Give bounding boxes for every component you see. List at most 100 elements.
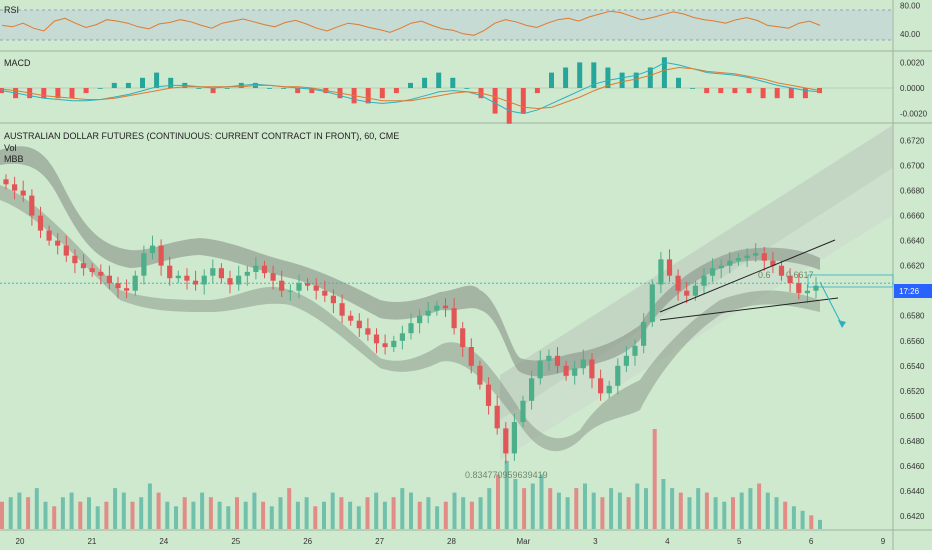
wedge-lower-trendline[interactable] bbox=[659, 297, 839, 321]
candle-body[interactable] bbox=[339, 303, 345, 316]
candle-body[interactable] bbox=[641, 322, 647, 346]
candle-body[interactable] bbox=[529, 378, 535, 401]
candle-body[interactable] bbox=[778, 265, 785, 276]
candle-body[interactable] bbox=[3, 179, 9, 185]
candle-body[interactable] bbox=[305, 283, 311, 286]
candle-body[interactable] bbox=[63, 245, 69, 256]
candle-body[interactable] bbox=[485, 384, 492, 406]
candle-body[interactable] bbox=[399, 333, 405, 341]
measure-box[interactable] bbox=[807, 274, 894, 288]
projection-arrow[interactable] bbox=[819, 281, 843, 326]
candle-body[interactable] bbox=[425, 310, 431, 316]
candle-body[interactable] bbox=[666, 259, 673, 276]
candle-body[interactable] bbox=[649, 284, 655, 322]
candle-body[interactable] bbox=[115, 283, 121, 289]
candle-body[interactable] bbox=[287, 290, 293, 292]
candle-body[interactable] bbox=[132, 275, 138, 291]
candle-body[interactable] bbox=[796, 283, 802, 294]
candle-body[interactable] bbox=[72, 255, 78, 264]
candle-body[interactable] bbox=[270, 273, 276, 281]
candle-body[interactable] bbox=[29, 195, 35, 216]
candles[interactable] bbox=[3, 174, 819, 464]
candle-body[interactable] bbox=[348, 315, 354, 321]
candle-body[interactable] bbox=[227, 278, 233, 285]
candle-body[interactable] bbox=[710, 268, 716, 276]
candle-body[interactable] bbox=[201, 275, 207, 285]
candle-body[interactable] bbox=[20, 190, 26, 196]
candle-body[interactable] bbox=[141, 253, 147, 276]
candle-body[interactable] bbox=[761, 253, 767, 261]
candle-body[interactable] bbox=[804, 290, 810, 294]
candle-body[interactable] bbox=[658, 259, 664, 285]
candle-body[interactable] bbox=[675, 275, 681, 291]
candle-body[interactable] bbox=[684, 290, 690, 296]
candle-body[interactable] bbox=[606, 385, 612, 394]
candle-body[interactable] bbox=[365, 328, 371, 335]
candle-body[interactable] bbox=[744, 255, 750, 259]
candle-body[interactable] bbox=[554, 355, 561, 366]
candle-body[interactable] bbox=[563, 365, 569, 376]
candle-body[interactable] bbox=[322, 290, 328, 296]
candle-body[interactable] bbox=[494, 405, 500, 429]
candle-body[interactable] bbox=[296, 283, 302, 291]
candle-body[interactable] bbox=[580, 359, 586, 369]
candle-body[interactable] bbox=[589, 359, 595, 379]
candle-body[interactable] bbox=[460, 328, 466, 348]
candle-body[interactable] bbox=[89, 268, 95, 272]
candle-body[interactable] bbox=[408, 323, 414, 334]
candle-body[interactable] bbox=[106, 275, 112, 284]
candle-body[interactable] bbox=[244, 271, 250, 276]
candle-body[interactable] bbox=[184, 275, 190, 281]
candle-body[interactable] bbox=[124, 288, 130, 291]
candle-body[interactable] bbox=[279, 280, 285, 291]
candle-body[interactable] bbox=[692, 285, 698, 296]
candle-body[interactable] bbox=[149, 245, 156, 254]
candle-body[interactable] bbox=[598, 378, 604, 394]
candle-body[interactable] bbox=[55, 240, 61, 246]
candle-body[interactable] bbox=[313, 285, 319, 291]
candle-body[interactable] bbox=[546, 355, 552, 361]
candle-body[interactable] bbox=[167, 265, 173, 279]
candle-body[interactable] bbox=[391, 340, 397, 348]
candle-body[interactable] bbox=[330, 295, 336, 304]
candle-body[interactable] bbox=[236, 275, 242, 285]
candle-body[interactable] bbox=[735, 258, 741, 261]
candle-body[interactable] bbox=[813, 285, 819, 291]
candle-body[interactable] bbox=[175, 275, 181, 279]
candle-body[interactable] bbox=[373, 334, 380, 344]
candle-body[interactable] bbox=[727, 260, 733, 266]
candle-body[interactable] bbox=[477, 365, 483, 385]
candle-body[interactable] bbox=[80, 263, 87, 269]
candle-body[interactable] bbox=[511, 422, 517, 454]
candle-body[interactable] bbox=[253, 265, 259, 272]
candle-body[interactable] bbox=[210, 268, 216, 276]
candle-body[interactable] bbox=[12, 184, 18, 191]
wedge-upper-trendline[interactable] bbox=[659, 239, 836, 313]
candle-body[interactable] bbox=[417, 315, 423, 324]
candle-body[interactable] bbox=[770, 260, 776, 266]
candle-body[interactable] bbox=[572, 368, 578, 376]
candle-body[interactable] bbox=[158, 245, 164, 266]
candle-body[interactable] bbox=[451, 308, 457, 329]
candle-body[interactable] bbox=[753, 253, 759, 256]
candle-body[interactable] bbox=[615, 365, 621, 386]
candle-body[interactable] bbox=[787, 275, 793, 284]
candle-body[interactable] bbox=[537, 360, 543, 379]
candle-body[interactable] bbox=[442, 305, 449, 309]
candle-body[interactable] bbox=[468, 347, 474, 366]
candle-body[interactable] bbox=[46, 230, 52, 241]
candle-body[interactable] bbox=[261, 265, 268, 274]
candle-body[interactable] bbox=[701, 275, 707, 286]
candle-body[interactable] bbox=[623, 355, 629, 366]
candle-body[interactable] bbox=[218, 268, 224, 279]
candle-body[interactable] bbox=[382, 343, 388, 348]
candle-body[interactable] bbox=[434, 305, 440, 311]
candle-body[interactable] bbox=[37, 215, 44, 231]
candle-body[interactable] bbox=[718, 265, 724, 269]
candle-body[interactable] bbox=[632, 345, 638, 356]
candle-body[interactable] bbox=[503, 428, 509, 454]
candle-body[interactable] bbox=[356, 320, 362, 329]
candle-body[interactable] bbox=[98, 271, 104, 276]
